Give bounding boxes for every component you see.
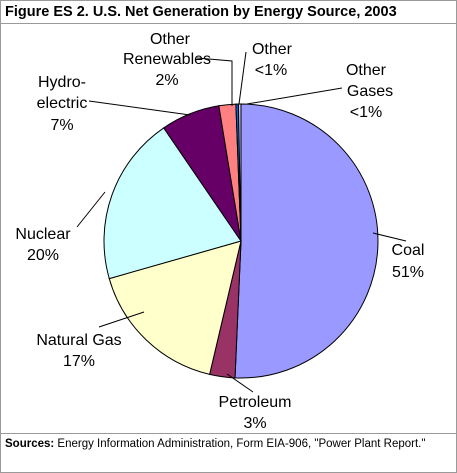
label-hydro-line2: electric bbox=[37, 95, 88, 112]
label-other-name: Other bbox=[252, 41, 293, 58]
label-coal-name: Coal bbox=[392, 242, 425, 259]
source-divider bbox=[1, 433, 456, 434]
pie-slice-coal bbox=[234, 103, 379, 379]
leader-line-petroleum bbox=[226, 373, 254, 393]
label-petroleum-pct: 3% bbox=[243, 415, 266, 432]
leader-line-coal bbox=[372, 232, 407, 242]
label-petroleum-name: Petroleum bbox=[219, 394, 292, 411]
pie-slice-natural-gas bbox=[108, 240, 242, 375]
label-coal-pct: 51% bbox=[392, 264, 424, 281]
leader-line-other bbox=[238, 51, 247, 105]
title-divider bbox=[1, 23, 456, 24]
label-other-gases-line1: Other bbox=[346, 62, 387, 79]
label-other-renewables-line2: Renewables bbox=[123, 51, 211, 68]
pie-slices bbox=[103, 103, 379, 379]
leader-line-hydro bbox=[88, 100, 191, 116]
label-other-pct: <1% bbox=[255, 62, 287, 79]
pie-slice-nuclear bbox=[103, 127, 242, 280]
pie-chart: Coal 51% Petroleum 3% Natural Gas 17% Nu… bbox=[15, 31, 425, 432]
label-hydro-pct: 7% bbox=[50, 117, 73, 134]
leader-line-other-gases bbox=[246, 87, 343, 105]
label-other-gases-line2: Gases bbox=[347, 83, 393, 100]
source-label: Sources: bbox=[5, 438, 55, 450]
figure-title: Figure ES 2. U.S. Net Generation by Ener… bbox=[5, 4, 397, 20]
label-other-gases-pct: <1% bbox=[350, 104, 382, 121]
label-other-renewables-line1: Other bbox=[150, 31, 191, 48]
leader-lines bbox=[76, 51, 407, 393]
label-nuclear-pct: 20% bbox=[27, 247, 59, 264]
leader-line-nuclear bbox=[76, 191, 106, 228]
leader-line-other-renewables bbox=[196, 57, 233, 106]
label-natural-gas-pct: 17% bbox=[63, 353, 95, 370]
label-other-renewables-pct: 2% bbox=[155, 72, 178, 89]
label-natural-gas-name: Natural Gas bbox=[36, 332, 121, 349]
source-note: Sources: Energy Information Administrati… bbox=[5, 437, 453, 451]
pie-slice-other-gases bbox=[237, 103, 242, 242]
source-text: Energy Information Administration, Form … bbox=[57, 438, 426, 450]
label-hydro-line1: Hydro- bbox=[38, 74, 86, 91]
label-nuclear-name: Nuclear bbox=[15, 226, 71, 243]
leader-line-natural-gas bbox=[98, 311, 145, 328]
